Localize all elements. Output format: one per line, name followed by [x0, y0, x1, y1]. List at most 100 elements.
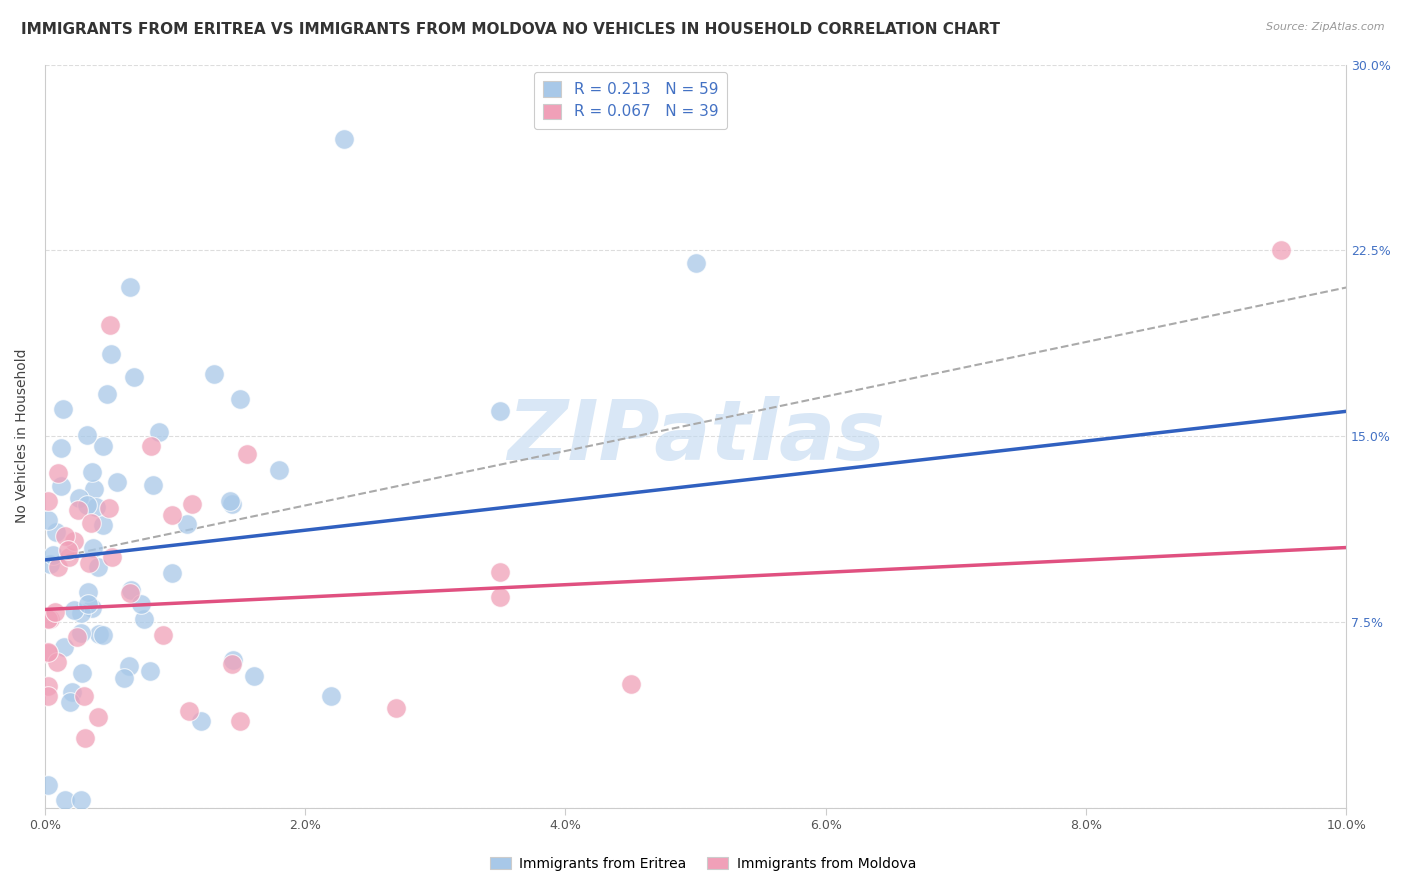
Point — [52, 401, 75, 416]
Point — [58, 549, 80, 564]
Point — [101, 549, 124, 564]
Point — [77, 597, 100, 611]
Point — [384, 701, 406, 715]
Point — [56, 543, 79, 558]
Point — [181, 497, 204, 511]
Point — [97, 501, 120, 516]
Point — [63, 603, 86, 617]
Point — [82, 541, 104, 556]
Point — [79, 516, 101, 530]
Point — [83, 482, 105, 496]
Point — [62, 533, 84, 548]
Point — [489, 566, 512, 580]
Point — [37, 645, 59, 659]
Point — [45, 655, 67, 669]
Legend: R = 0.213   N = 59, R = 0.067   N = 39: R = 0.213 N = 59, R = 0.067 N = 39 — [534, 72, 727, 128]
Point — [243, 668, 266, 682]
Point — [98, 318, 121, 332]
Point — [91, 628, 114, 642]
Point — [139, 439, 162, 453]
Point — [37, 513, 59, 527]
Point — [66, 630, 89, 644]
Point — [66, 503, 89, 517]
Point — [45, 525, 67, 540]
Point — [131, 597, 153, 611]
Point — [112, 671, 135, 685]
Point — [160, 566, 183, 581]
Point — [38, 611, 60, 625]
Point — [77, 556, 100, 570]
Point — [221, 653, 243, 667]
Text: Source: ZipAtlas.com: Source: ZipAtlas.com — [1267, 22, 1385, 32]
Point — [49, 479, 72, 493]
Point — [86, 559, 108, 574]
Point — [321, 689, 343, 703]
Point — [122, 369, 145, 384]
Point — [219, 494, 242, 508]
Point — [489, 590, 512, 604]
Point — [37, 494, 59, 508]
Text: IMMIGRANTS FROM ERITREA VS IMMIGRANTS FROM MOLDOVA NO VEHICLES IN HOUSEHOLD CORR: IMMIGRANTS FROM ERITREA VS IMMIGRANTS FR… — [21, 22, 1000, 37]
Point — [229, 392, 252, 406]
Point — [190, 714, 212, 728]
Point — [76, 499, 98, 513]
Point — [46, 467, 69, 481]
Point — [152, 628, 174, 642]
Point — [39, 557, 62, 571]
Point — [46, 560, 69, 574]
Point — [117, 659, 139, 673]
Point — [87, 710, 110, 724]
Point — [70, 626, 93, 640]
Point — [96, 387, 118, 401]
Point — [52, 640, 75, 655]
Point — [619, 677, 641, 691]
Point — [37, 612, 59, 626]
Point — [73, 731, 96, 745]
Point — [1270, 244, 1292, 258]
Point — [120, 586, 142, 600]
Legend: Immigrants from Eritrea, Immigrants from Moldova: Immigrants from Eritrea, Immigrants from… — [485, 851, 921, 876]
Point — [37, 679, 59, 693]
Point — [69, 607, 91, 621]
Point — [333, 132, 356, 146]
Point — [105, 475, 128, 489]
Point — [176, 516, 198, 531]
Point — [87, 626, 110, 640]
Point — [55, 793, 77, 807]
Point — [236, 447, 259, 461]
Text: ZIPatlas: ZIPatlas — [506, 395, 884, 476]
Point — [80, 465, 103, 479]
Point — [72, 666, 94, 681]
Point — [160, 508, 183, 522]
Point — [37, 778, 59, 792]
Point — [70, 793, 93, 807]
Point — [60, 685, 83, 699]
Point — [142, 478, 165, 492]
Point — [76, 428, 98, 442]
Point — [91, 518, 114, 533]
Point — [221, 657, 243, 672]
Point — [67, 491, 90, 505]
Point — [202, 367, 225, 381]
Point — [49, 442, 72, 456]
Point — [221, 497, 243, 511]
Point — [120, 582, 142, 597]
Point — [267, 463, 290, 477]
Point — [229, 714, 252, 728]
Point — [44, 605, 66, 619]
Point — [37, 646, 59, 660]
Point — [177, 704, 200, 718]
Point — [685, 256, 707, 270]
Point — [84, 500, 107, 515]
Point — [41, 549, 63, 563]
Y-axis label: No Vehicles in Household: No Vehicles in Household — [15, 349, 30, 524]
Point — [73, 689, 96, 703]
Point — [139, 665, 162, 679]
Point — [118, 280, 141, 294]
Point — [53, 529, 76, 543]
Point — [100, 346, 122, 360]
Point — [134, 612, 156, 626]
Point — [37, 689, 59, 703]
Point — [91, 438, 114, 452]
Point — [80, 601, 103, 615]
